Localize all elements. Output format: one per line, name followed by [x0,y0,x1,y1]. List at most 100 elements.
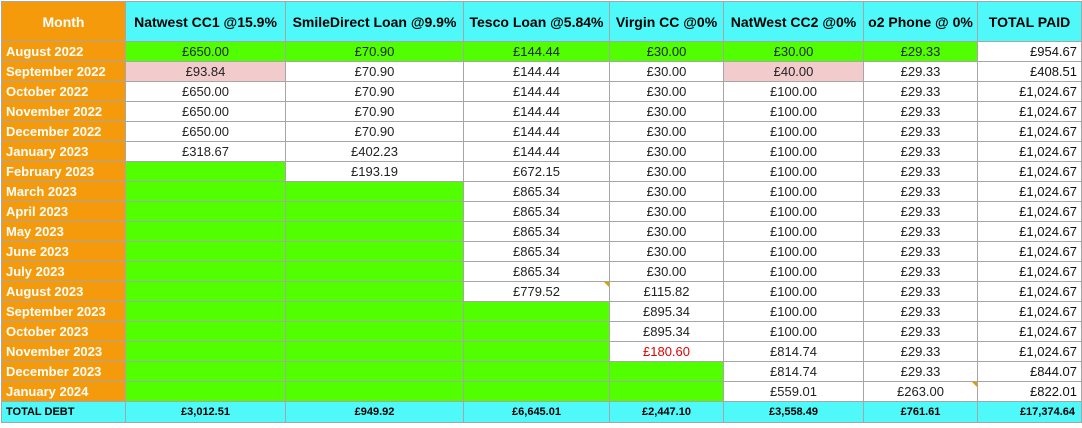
payment-cell-natwest-cc2[interactable]: £100.00 [723,241,864,262]
month-cell[interactable]: August 2023 [1,281,126,302]
payment-cell-o2-phone[interactable]: £29.33 [863,181,978,202]
payment-cell-tesco-loan[interactable]: £144.44 [463,121,610,142]
total-debt-cell-virgin-cc[interactable]: £2,447.10 [609,401,724,423]
total-paid-cell[interactable]: £822.01 [977,381,1082,402]
payment-cell-tesco-loan[interactable] [463,321,610,342]
payment-cell-natwest-cc2[interactable]: £100.00 [723,121,864,142]
payment-cell-virgin-cc[interactable]: £30.00 [609,181,724,202]
payment-cell-smiledirect-loan[interactable] [285,261,464,282]
payment-cell-o2-phone[interactable]: £29.33 [863,161,978,182]
month-cell[interactable]: March 2023 [1,181,126,202]
payment-cell-o2-phone[interactable]: £263.00 [863,381,978,402]
payment-cell-tesco-loan[interactable] [463,341,610,362]
payment-cell-o2-phone[interactable]: £29.33 [863,121,978,142]
payment-cell-natwest-cc2[interactable]: £100.00 [723,321,864,342]
payment-cell-tesco-loan[interactable] [463,301,610,322]
payment-cell-virgin-cc[interactable]: £30.00 [609,81,724,102]
total-paid-cell[interactable]: £1,024.67 [977,321,1082,342]
payment-cell-natwest-cc2[interactable]: £100.00 [723,201,864,222]
payment-cell-natwest-cc2[interactable]: £100.00 [723,81,864,102]
payment-cell-natwest-cc1[interactable]: £650.00 [125,81,286,102]
payment-cell-natwest-cc2[interactable]: £100.00 [723,141,864,162]
payment-cell-smiledirect-loan[interactable] [285,301,464,322]
header-cell-o2-phone[interactable]: o2 Phone @ 0% [863,1,978,42]
payment-cell-o2-phone[interactable]: £29.33 [863,281,978,302]
payment-cell-o2-phone[interactable]: £29.33 [863,201,978,222]
payment-cell-natwest-cc1[interactable] [125,341,286,362]
month-cell[interactable]: November 2022 [1,101,126,122]
header-cell-total-paid[interactable]: TOTAL PAID [977,1,1082,42]
month-cell[interactable]: February 2023 [1,161,126,182]
payment-cell-natwest-cc1[interactable] [125,321,286,342]
total-debt-label[interactable]: TOTAL DEBT [1,401,126,423]
payment-cell-o2-phone[interactable]: £29.33 [863,241,978,262]
month-cell[interactable]: August 2022 [1,41,126,62]
payment-cell-virgin-cc[interactable]: £30.00 [609,261,724,282]
total-paid-cell[interactable]: £1,024.67 [977,281,1082,302]
payment-cell-tesco-loan[interactable]: £865.34 [463,221,610,242]
payment-cell-natwest-cc1[interactable] [125,201,286,222]
payment-cell-smiledirect-loan[interactable] [285,201,464,222]
total-paid-cell[interactable]: £1,024.67 [977,181,1082,202]
total-paid-cell[interactable]: £954.67 [977,41,1082,62]
payment-cell-natwest-cc2[interactable]: £814.74 [723,361,864,382]
total-paid-cell[interactable]: £1,024.67 [977,81,1082,102]
payment-cell-tesco-loan[interactable]: £144.44 [463,101,610,122]
payment-cell-smiledirect-loan[interactable] [285,241,464,262]
month-cell[interactable]: January 2024 [1,381,126,402]
payment-cell-natwest-cc2[interactable]: £100.00 [723,221,864,242]
total-debt-cell-o2-phone[interactable]: £761.61 [863,401,978,423]
total-debt-cell-total-paid[interactable]: £17,374.64 [977,401,1082,423]
total-paid-cell[interactable]: £1,024.67 [977,301,1082,322]
payment-cell-natwest-cc1[interactable] [125,181,286,202]
payment-cell-smiledirect-loan[interactable]: £70.90 [285,41,464,62]
payment-cell-tesco-loan[interactable]: £865.34 [463,181,610,202]
total-paid-cell[interactable]: £408.51 [977,61,1082,82]
payment-cell-natwest-cc1[interactable] [125,161,286,182]
payment-cell-o2-phone[interactable]: £29.33 [863,101,978,122]
payment-cell-virgin-cc[interactable]: £30.00 [609,121,724,142]
header-cell-natwest-cc1[interactable]: Natwest CC1 @15.9% [125,1,286,42]
payment-cell-natwest-cc1[interactable] [125,281,286,302]
payment-cell-virgin-cc[interactable]: £30.00 [609,201,724,222]
total-paid-cell[interactable]: £1,024.67 [977,221,1082,242]
header-cell-month[interactable]: Month [1,1,126,42]
payment-cell-natwest-cc1[interactable]: £650.00 [125,121,286,142]
total-debt-cell-smiledirect-loan[interactable]: £949.92 [285,401,464,423]
total-paid-cell[interactable]: £1,024.67 [977,341,1082,362]
month-cell[interactable]: December 2023 [1,361,126,382]
payment-cell-natwest-cc1[interactable]: £650.00 [125,41,286,62]
payment-cell-virgin-cc[interactable]: £115.82 [609,281,724,302]
payment-cell-tesco-loan[interactable]: £144.44 [463,81,610,102]
month-cell[interactable]: January 2023 [1,141,126,162]
payment-cell-smiledirect-loan[interactable] [285,361,464,382]
payment-cell-virgin-cc[interactable]: £895.34 [609,301,724,322]
payment-cell-o2-phone[interactable]: £29.33 [863,81,978,102]
payment-cell-tesco-loan[interactable]: £865.34 [463,201,610,222]
payment-cell-tesco-loan[interactable]: £144.44 [463,61,610,82]
total-paid-cell[interactable]: £1,024.67 [977,241,1082,262]
payment-cell-tesco-loan[interactable]: £865.34 [463,261,610,282]
payment-cell-natwest-cc1[interactable] [125,261,286,282]
month-cell[interactable]: October 2023 [1,321,126,342]
month-cell[interactable]: April 2023 [1,201,126,222]
month-cell[interactable]: June 2023 [1,241,126,262]
payment-cell-natwest-cc1[interactable]: £318.67 [125,141,286,162]
payment-cell-natwest-cc2[interactable]: £100.00 [723,261,864,282]
header-cell-natwest-cc2[interactable]: NatWest CC2 @0% [723,1,864,42]
payment-cell-natwest-cc1[interactable] [125,381,286,402]
payment-cell-natwest-cc2[interactable]: £814.74 [723,341,864,362]
header-cell-virgin-cc[interactable]: Virgin CC @0% [609,1,724,42]
payment-cell-virgin-cc[interactable]: £30.00 [609,221,724,242]
payment-cell-tesco-loan[interactable]: £144.44 [463,41,610,62]
payment-cell-o2-phone[interactable]: £29.33 [863,301,978,322]
payment-cell-smiledirect-loan[interactable]: £70.90 [285,61,464,82]
header-cell-tesco-loan[interactable]: Tesco Loan @5.84% [463,1,610,42]
payment-cell-smiledirect-loan[interactable]: £193.19 [285,161,464,182]
payment-cell-o2-phone[interactable]: £29.33 [863,341,978,362]
payment-cell-tesco-loan[interactable]: £144.44 [463,141,610,162]
payment-cell-natwest-cc1[interactable] [125,301,286,322]
month-cell[interactable]: May 2023 [1,221,126,242]
payment-cell-o2-phone[interactable]: £29.33 [863,361,978,382]
payment-cell-o2-phone[interactable]: £29.33 [863,321,978,342]
